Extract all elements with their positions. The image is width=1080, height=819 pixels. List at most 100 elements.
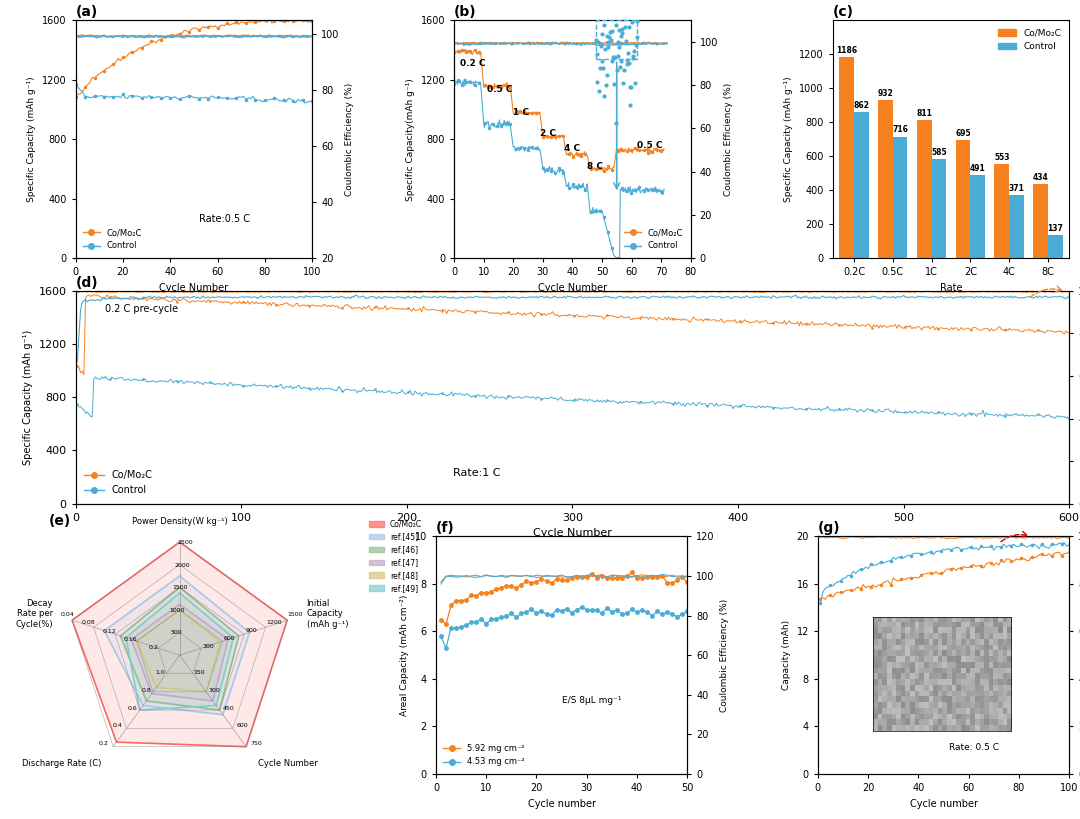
Text: E/S 8μL mg⁻¹: E/S 8μL mg⁻¹: [562, 695, 621, 704]
Text: 1186: 1186: [836, 46, 858, 55]
Text: Discharge Rate (C): Discharge Rate (C): [22, 758, 102, 767]
Text: 0.08: 0.08: [81, 621, 95, 626]
Point: [596, 43, 613, 56]
Point: [603, 54, 620, 67]
Point: [618, 53, 635, 66]
Point: [621, 98, 638, 111]
Point: [623, 3, 640, 16]
Legend: 5.92 mg cm⁻², 4.53 mg cm⁻²: 5.92 mg cm⁻², 4.53 mg cm⁻²: [441, 741, 528, 770]
Point: [626, 9, 644, 22]
Text: 0.6: 0.6: [127, 705, 137, 711]
Point: [617, 20, 634, 34]
Point: [619, 57, 636, 70]
Text: 491: 491: [970, 164, 986, 173]
Point: [597, 79, 615, 92]
Text: 900: 900: [245, 627, 257, 633]
Text: 600: 600: [224, 636, 235, 640]
X-axis label: Cycle number: Cycle number: [909, 799, 977, 808]
Point: [617, 34, 634, 48]
Point: [609, 49, 626, 62]
Point: [588, 34, 605, 47]
Y-axis label: Coulombic Efficiency (%): Coulombic Efficiency (%): [346, 83, 354, 196]
Text: 553: 553: [994, 153, 1010, 162]
Text: (d): (d): [76, 275, 98, 290]
X-axis label: Cycle number: Cycle number: [528, 799, 595, 808]
Bar: [1048, 235, 1063, 258]
Point: [611, 23, 629, 36]
Legend: Co/Mo₂C, Control: Co/Mo₂C, Control: [621, 225, 687, 254]
Bar: [839, 57, 854, 258]
Text: 500: 500: [171, 631, 183, 636]
Text: (c): (c): [833, 5, 853, 20]
Y-axis label: Capacity (mAh): Capacity (mAh): [782, 620, 791, 690]
Point: [604, 25, 621, 38]
Text: 600: 600: [237, 723, 248, 728]
Text: 1500: 1500: [173, 586, 188, 590]
Point: [612, 29, 630, 43]
X-axis label: Cycle Number: Cycle Number: [538, 283, 607, 292]
Point: [615, 77, 632, 90]
Text: 150: 150: [193, 670, 205, 676]
Bar: [970, 174, 985, 258]
Text: 300: 300: [208, 688, 220, 693]
Polygon shape: [132, 604, 228, 701]
Point: [593, 55, 610, 68]
Text: 1 C: 1 C: [513, 108, 529, 117]
Text: 585: 585: [931, 147, 947, 156]
Point: [613, 26, 631, 39]
Text: 0.2 C: 0.2 C: [460, 60, 486, 69]
Text: 0.04: 0.04: [60, 613, 73, 618]
Text: Decay
Rate per
Cycle(%): Decay Rate per Cycle(%): [15, 599, 53, 629]
Y-axis label: Specific Capacity (mAh g⁻¹): Specific Capacity (mAh g⁻¹): [23, 329, 32, 465]
Text: (g): (g): [818, 521, 840, 536]
X-axis label: Rate: Rate: [940, 283, 962, 292]
Point: [590, 84, 607, 97]
Point: [589, 75, 606, 88]
Y-axis label: Specific Capacity (mAh g⁻¹): Specific Capacity (mAh g⁻¹): [784, 76, 794, 202]
Text: 2500: 2500: [177, 541, 193, 545]
Bar: [854, 111, 868, 258]
Bar: [956, 140, 970, 258]
Polygon shape: [136, 610, 220, 692]
Text: 0.5 C: 0.5 C: [637, 141, 663, 150]
Point: [595, 90, 612, 103]
Legend: Co/Mo₂C, Control: Co/Mo₂C, Control: [81, 466, 157, 499]
Polygon shape: [121, 587, 239, 710]
Point: [618, 3, 635, 16]
Text: Rate:0.5 C: Rate:0.5 C: [199, 215, 249, 224]
Point: [591, 61, 608, 75]
Point: [619, 47, 636, 60]
Text: Power Density(W kg⁻¹): Power Density(W kg⁻¹): [132, 518, 228, 527]
Text: 450: 450: [222, 705, 234, 711]
Point: [616, 64, 633, 77]
Point: [602, 11, 619, 24]
Legend: Co/Mo₂C, Control: Co/Mo₂C, Control: [80, 225, 145, 254]
Point: [593, 37, 610, 50]
Text: 1500: 1500: [287, 612, 303, 617]
Point: [603, 33, 620, 46]
Y-axis label: Areal Capacity (mAh cm⁻²): Areal Capacity (mAh cm⁻²): [400, 595, 409, 716]
Point: [599, 35, 617, 48]
Point: [624, 50, 642, 63]
Point: [597, 3, 615, 16]
Legend: Co/Mo₂C, Control: Co/Mo₂C, Control: [995, 25, 1065, 55]
Text: 0.4: 0.4: [113, 723, 123, 728]
Point: [600, 30, 618, 43]
Point: [610, 40, 627, 53]
Point: [625, 44, 643, 57]
Point: [611, 61, 629, 74]
Text: 0.16: 0.16: [124, 636, 137, 641]
Text: 0.2: 0.2: [149, 645, 159, 649]
Text: Rate: 0.5 C: Rate: 0.5 C: [948, 743, 999, 752]
Text: 0.8: 0.8: [141, 688, 151, 693]
Point: [598, 68, 616, 81]
Y-axis label: Coulombic Efficiency (%): Coulombic Efficiency (%): [724, 83, 732, 196]
Point: [622, 81, 639, 94]
Point: [627, 15, 645, 28]
Text: 811: 811: [916, 110, 932, 119]
Text: (e): (e): [49, 514, 71, 527]
Point: [591, 8, 608, 21]
Text: Initial
Capacity
(mAh g⁻¹): Initial Capacity (mAh g⁻¹): [307, 599, 348, 629]
Text: 1000: 1000: [170, 608, 185, 613]
Point: [612, 55, 630, 68]
